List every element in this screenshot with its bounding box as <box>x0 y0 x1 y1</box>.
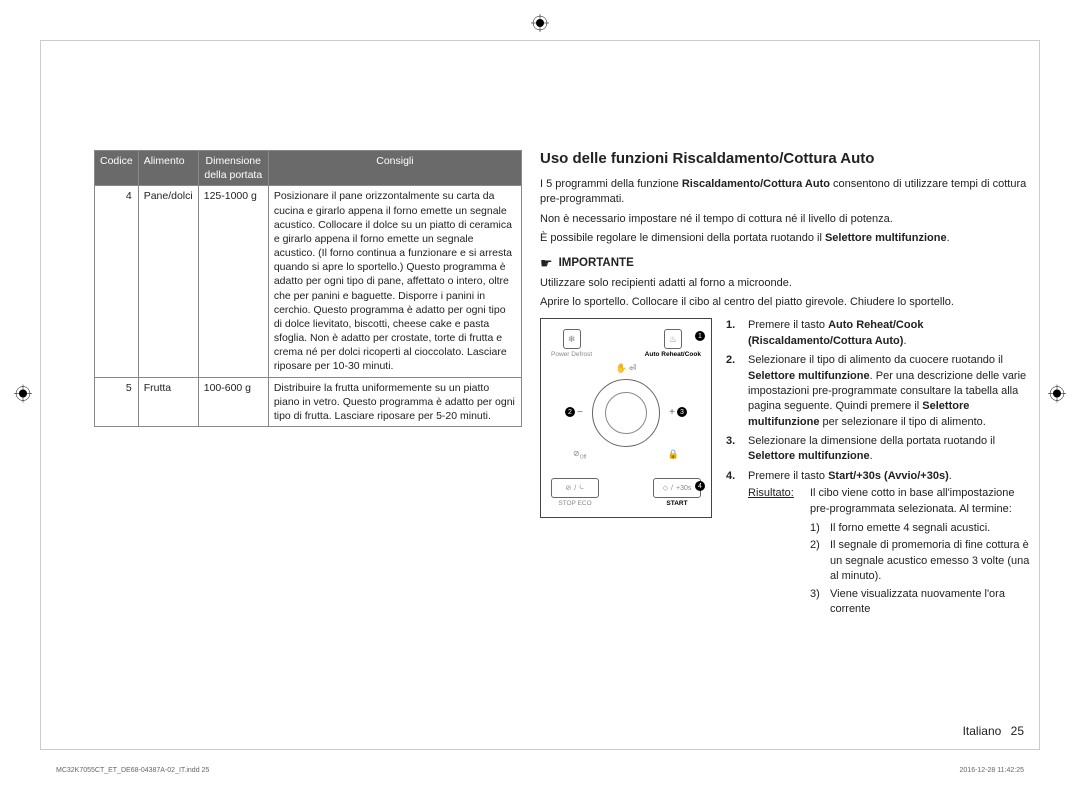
step-badge-1: 1 <box>695 331 705 341</box>
press-icon: ⏎ <box>629 363 637 374</box>
stop-eco-icon: ⊘/⏾ <box>551 478 599 498</box>
footer-time: 2016-12-28 11:42:25 <box>960 767 1024 774</box>
footer-language: Italiano 25 <box>963 724 1024 738</box>
cell-advice: Posizionare il pane orizzontalmente su c… <box>268 186 521 377</box>
step-badge-2: 2 <box>565 407 575 417</box>
steps-list: 1. Premere il tasto Auto Reheat/Cook (Ri… <box>726 318 1030 623</box>
start-button: ◇/+30s START <box>653 478 701 507</box>
step-badge-4: 4 <box>695 481 705 491</box>
step-4: 4. Premere il tasto Start/+30s (Avvio/+3… <box>726 469 1030 620</box>
important-row: ☛ IMPORTANTE <box>540 255 1030 272</box>
crop-mark-left <box>14 385 32 406</box>
finger-icon: ☛ <box>540 255 553 272</box>
result-sublist: 1)Il forno emette 4 segnali acustici. 2)… <box>810 521 1030 617</box>
start-icon: ◇/+30s <box>653 478 701 498</box>
step-2: 2. Selezionare il tipo di alimento da cu… <box>726 353 1030 430</box>
cell-food: Frutta <box>138 377 198 427</box>
stop-eco-button: ⊘/⏾ STOP ECO <box>551 478 599 507</box>
dial-top-icons: ✋⏎ <box>616 363 637 374</box>
auto-reheat-button: ♨ Auto Reheat/Cook <box>645 329 701 358</box>
crop-mark-top <box>531 14 549 32</box>
footer-file: MC32K7055CT_ET_DE68-04387A-02_IT.indd 25 <box>56 767 209 774</box>
important-para-2: Aprire lo sportello. Collocare il cibo a… <box>540 295 1030 310</box>
cell-portion: 100-600 g <box>198 377 268 427</box>
cell-food: Pane/dolci <box>138 186 198 377</box>
intro-para-2: Non è necessario impostare né il tempo d… <box>540 212 1030 227</box>
step-badge-3: 3 <box>677 407 687 417</box>
table-row: 4 Pane/dolci 125-1000 g Posizionare il p… <box>95 186 522 377</box>
cell-portion: 125-1000 g <box>198 186 268 377</box>
dial-lock-icon: 🔒 <box>668 449 679 460</box>
dial-minus: − <box>577 407 583 418</box>
section-title: Uso delle funzioni Riscaldamento/Cottura… <box>540 150 1030 167</box>
th-portion: Dimensione della portata <box>198 151 268 186</box>
reheat-icon: ♨ <box>664 329 682 349</box>
cell-code: 5 <box>95 377 139 427</box>
step-3: 3. Selezionare la dimensione della porta… <box>726 434 1030 465</box>
th-code: Codice <box>95 151 139 186</box>
step-1: 1. Premere il tasto Auto Reheat/Cook (Ri… <box>726 318 1030 349</box>
table-row: 5 Frutta 100-600 g Distribuire la frutta… <box>95 377 522 427</box>
dial-plus: + <box>669 407 675 418</box>
control-panel-illustration: ❄ Power Defrost ♨ Auto Reheat/Cook 1 ✋⏎ … <box>540 318 712 518</box>
dial-off-icon: ⊘Off <box>573 449 586 461</box>
power-defrost-button: ❄ Power Defrost <box>551 329 592 358</box>
right-column: Uso delle funzioni Riscaldamento/Cottura… <box>540 150 1030 740</box>
cell-code: 4 <box>95 186 139 377</box>
instruction-block: ❄ Power Defrost ♨ Auto Reheat/Cook 1 ✋⏎ … <box>540 318 1030 623</box>
food-table: Codice Alimento Dimensione della portata… <box>94 150 522 427</box>
th-advice: Consigli <box>268 151 521 186</box>
result-row: Risultato: Il cibo viene cotto in base a… <box>748 486 1030 619</box>
intro-para-1: I 5 programmi della funzione Riscaldamen… <box>540 177 1030 208</box>
intro-para-3: È possibile regolare le dimensioni della… <box>540 231 1030 246</box>
important-label: IMPORTANTE <box>559 257 634 269</box>
left-column: Codice Alimento Dimensione della portata… <box>94 150 522 740</box>
page-content: Codice Alimento Dimensione della portata… <box>94 150 1030 740</box>
hand-icon: ✋ <box>616 363 627 374</box>
cell-advice: Distribuire la frutta uniformemente su u… <box>268 377 521 427</box>
important-para-1: Utilizzare solo recipienti adatti al for… <box>540 276 1030 291</box>
th-food: Alimento <box>138 151 198 186</box>
multifunction-dial <box>592 379 660 447</box>
crop-mark-right <box>1048 385 1066 406</box>
defrost-icon: ❄ <box>563 329 581 349</box>
